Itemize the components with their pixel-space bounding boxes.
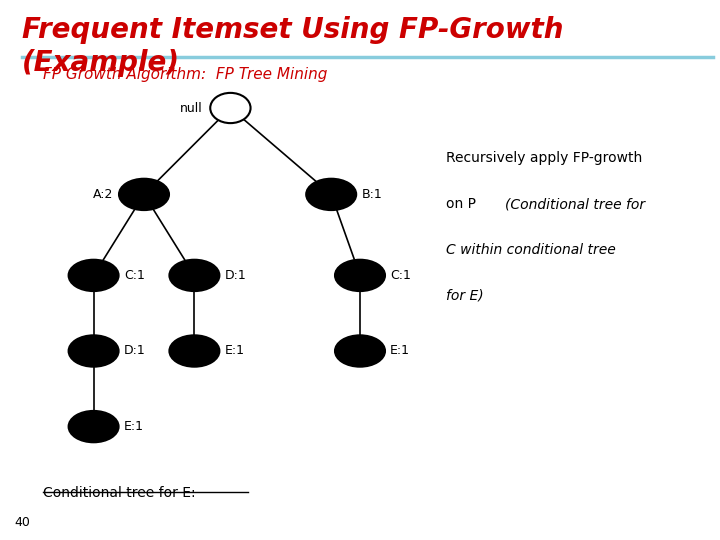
Ellipse shape xyxy=(68,335,119,367)
Ellipse shape xyxy=(335,260,385,291)
Text: for E): for E) xyxy=(446,289,484,303)
Text: Conditional tree for E:: Conditional tree for E: xyxy=(43,486,196,500)
Text: E:1: E:1 xyxy=(225,345,245,357)
Text: D:1: D:1 xyxy=(225,269,246,282)
Text: 40: 40 xyxy=(14,516,30,529)
Ellipse shape xyxy=(169,335,220,367)
Text: C within conditional tree: C within conditional tree xyxy=(446,243,616,257)
Ellipse shape xyxy=(68,260,119,291)
Text: null: null xyxy=(180,102,203,114)
Ellipse shape xyxy=(68,411,119,442)
Text: Recursively apply FP-growth: Recursively apply FP-growth xyxy=(446,151,643,165)
Text: A:2: A:2 xyxy=(94,188,114,201)
Ellipse shape xyxy=(306,179,356,210)
Ellipse shape xyxy=(169,260,220,291)
Text: FP Growth Algorithm:  FP Tree Mining: FP Growth Algorithm: FP Tree Mining xyxy=(43,68,328,83)
Text: (Conditional tree for: (Conditional tree for xyxy=(505,197,646,211)
Circle shape xyxy=(210,93,251,123)
Text: E:1: E:1 xyxy=(124,420,144,433)
Text: E:1: E:1 xyxy=(390,345,410,357)
Text: C:1: C:1 xyxy=(124,269,145,282)
Text: B:1: B:1 xyxy=(361,188,382,201)
Ellipse shape xyxy=(119,179,169,210)
Text: on P: on P xyxy=(446,197,481,211)
Text: C:1: C:1 xyxy=(390,269,411,282)
Text: Frequent Itemset Using FP-Growth
(Example): Frequent Itemset Using FP-Growth (Exampl… xyxy=(22,16,563,77)
Ellipse shape xyxy=(335,335,385,367)
Text: D:1: D:1 xyxy=(124,345,145,357)
